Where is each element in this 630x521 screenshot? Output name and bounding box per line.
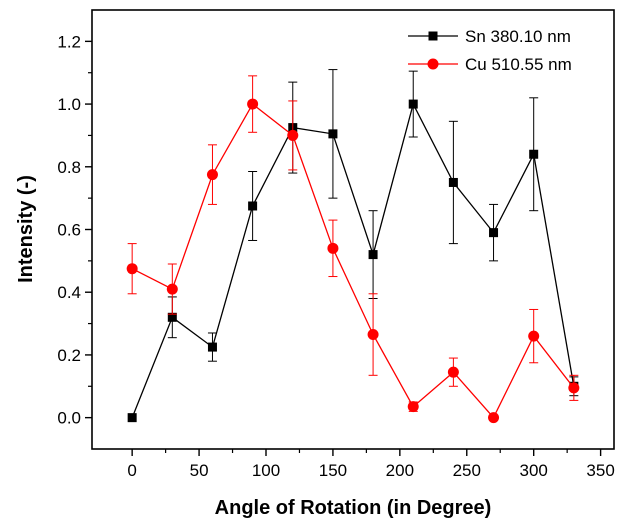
data-point — [407, 401, 419, 413]
y-tick-label: 0.0 — [57, 409, 81, 428]
y-tick-label: 0.6 — [57, 221, 81, 240]
x-tick-label: 300 — [520, 461, 548, 480]
x-tick-label: 0 — [127, 461, 136, 480]
x-tick-label: 350 — [586, 461, 614, 480]
data-point — [327, 242, 339, 254]
legend-label-sn: Sn 380.10 nm — [465, 27, 571, 46]
data-point — [367, 329, 379, 341]
x-tick-label: 200 — [386, 461, 414, 480]
x-tick-label: 150 — [319, 461, 347, 480]
axis-ticks: 0 50 100 150 200 250 300 350 0.0 0.2 0.4 0.6 0.8 1.0 1… — [57, 32, 614, 480]
data-point — [488, 412, 500, 424]
legend: Sn 380.10 nm Cu 510.55 nm — [408, 27, 572, 74]
data-point — [447, 366, 459, 378]
data-point — [287, 129, 299, 141]
data-point — [328, 129, 338, 139]
y-tick-label: 0.4 — [57, 283, 81, 302]
series-line — [131, 102, 575, 418]
plot-frame — [91, 9, 615, 450]
y-tick-label: 1.0 — [57, 95, 81, 114]
data-point — [248, 201, 258, 211]
data-point — [167, 312, 177, 322]
y-tick-label: 1.2 — [57, 32, 81, 51]
series-line — [131, 103, 575, 419]
x-tick-label: 250 — [453, 461, 481, 480]
data-point — [489, 228, 499, 238]
y-tick-label: 0.8 — [57, 158, 81, 177]
data-point — [126, 263, 138, 275]
legend-label-cu: Cu 510.55 nm — [465, 55, 572, 74]
x-tick-label: 50 — [190, 461, 209, 480]
x-tick-label: 100 — [252, 461, 280, 480]
data-point — [528, 330, 540, 342]
y-axis-title: Intensity (-) — [15, 175, 37, 283]
data-point — [247, 98, 259, 110]
series-cu — [126, 75, 580, 424]
data-point — [448, 177, 458, 187]
series-sn — [127, 69, 579, 423]
data-series — [126, 69, 580, 424]
legend-marker-sn — [428, 31, 438, 41]
data-point — [529, 149, 539, 159]
data-point — [166, 283, 178, 295]
x-axis-title: Angle of Rotation (in Degree) — [215, 497, 492, 519]
legend-marker-cu — [427, 58, 439, 70]
data-point — [368, 250, 378, 260]
data-point — [207, 342, 217, 352]
data-point — [408, 99, 418, 109]
data-point — [568, 382, 580, 394]
y-tick-label: 0.2 — [57, 346, 81, 365]
data-point — [127, 413, 137, 423]
data-point — [206, 169, 218, 181]
